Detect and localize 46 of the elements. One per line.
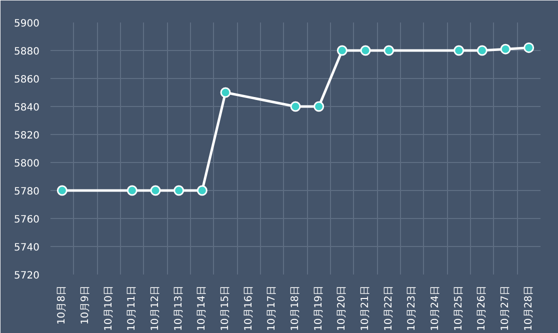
point [476, 45, 488, 56]
x-tick-label: 10月9日 [80, 285, 91, 325]
point [384, 45, 394, 56]
x-tick-label: 10月10日 [103, 285, 114, 331]
y-tick-label: 5740 [14, 242, 40, 254]
x-tick-label: 10月16日 [243, 285, 254, 331]
point [500, 44, 511, 54]
x-tick-label: 10月8日 [56, 285, 68, 325]
point [196, 185, 208, 196]
y-tick-label: 5820 [14, 130, 40, 142]
x-tick-label: 10月17日 [266, 285, 278, 331]
x-tick-label: 10月27日 [500, 285, 511, 331]
point [336, 45, 348, 56]
x-tick-label: 10月13日 [173, 285, 184, 331]
point [150, 185, 161, 196]
point [524, 42, 534, 53]
x-tick-label: 10月15日 [220, 285, 231, 331]
point [174, 185, 184, 196]
x-tick-label: 10月23日 [406, 285, 418, 331]
x-tick-label: 10月20日 [336, 285, 348, 331]
x-tick-label: 10月14日 [196, 285, 208, 331]
x-tick-label: 10月26日 [476, 285, 488, 331]
y-tick-label: 5880 [14, 46, 40, 58]
y-tick-label: 5840 [14, 102, 40, 114]
x-tick-label: 10月25日 [453, 285, 464, 331]
y-tick-label: 5900 [14, 18, 40, 30]
point [314, 101, 324, 112]
point [290, 101, 301, 112]
point [360, 45, 371, 56]
x-tick-label: 10月22日 [383, 285, 394, 331]
point [56, 185, 68, 196]
y-tick-label: 5860 [14, 74, 40, 86]
x-tick-label: 10月12日 [150, 285, 161, 331]
point [220, 87, 231, 98]
y-tick-label: 5780 [14, 186, 40, 198]
x-tick-label: 10月28日 [523, 285, 534, 331]
point [126, 185, 138, 196]
x-tick-label: 10月24日 [430, 285, 441, 331]
x-tick-label: 10月18日 [290, 285, 301, 331]
y-tick-label: 5720 [14, 270, 40, 282]
y-tick-label: 5760 [14, 214, 40, 226]
point [454, 45, 464, 56]
x-tick-label: 10月11日 [126, 285, 138, 331]
x-tick-label: 10月19日 [313, 285, 324, 331]
y-tick-label: 5800 [14, 158, 40, 170]
x-tick-label: 10月21日 [360, 285, 371, 331]
